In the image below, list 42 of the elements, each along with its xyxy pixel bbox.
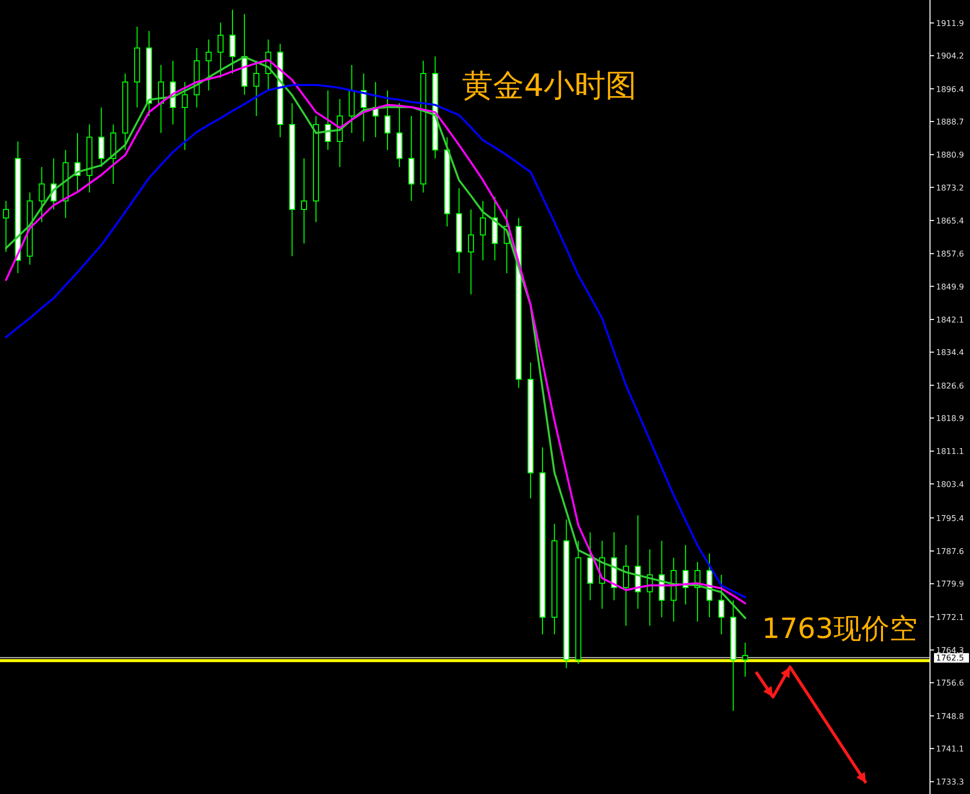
candlestick [718,574,724,635]
y-tick-label: 1811.1 [936,447,964,456]
y-tick-label: 1834.4 [936,348,964,358]
y-tick-label: 1779.9 [936,580,964,589]
candlestick [98,106,104,168]
y-tick-label: 1880.9 [936,150,964,160]
candlestick [230,9,236,74]
candlestick [301,158,308,244]
y-tick-label: 1795.4 [936,514,964,523]
y-tick-label: 1865.4 [936,216,964,226]
y-tick-label: 1857.6 [936,250,964,259]
candlestick [218,22,224,78]
candlestick [468,208,474,295]
annotation: 1763现价空 [762,612,918,645]
y-tick-label: 1818.9 [936,414,964,424]
candlestick [742,642,748,678]
ref-line-label: 1762.5 [936,654,964,663]
y-tick-label: 1911.9 [936,18,964,28]
y-tick-label: 1764.3 [936,646,964,655]
text: 黄金4小时图 [462,68,637,104]
y-tick-label: 1787.6 [936,547,964,556]
candlestick [384,90,390,150]
y-tick-label: 1803.4 [936,480,964,489]
candlestick [182,81,188,150]
y-tick-label: 1888.7 [936,118,964,126]
y-tick-label: 1842.1 [936,315,964,324]
y-tick-label: 1873.2 [936,183,964,192]
candlestick [2,200,9,252]
y-tick-label: 1904.2 [936,52,964,61]
candlestick [206,39,212,91]
y-tick-label: 1849.9 [936,282,964,292]
y-tick-label: 1896.4 [936,84,964,94]
y-tick-label: 1741.1 [936,744,964,754]
y-tick-label: 1826.6 [936,381,964,390]
candlestick [324,90,331,150]
y-tick-label: 1748.8 [936,712,964,721]
candlestick [622,544,629,626]
y-tick-label: 1733.3 [936,778,964,787]
candlestick [38,166,45,223]
y-tick-label: 1772.1 [936,612,964,622]
y-tick-label: 1756.6 [936,678,964,688]
candlestick [480,200,486,261]
